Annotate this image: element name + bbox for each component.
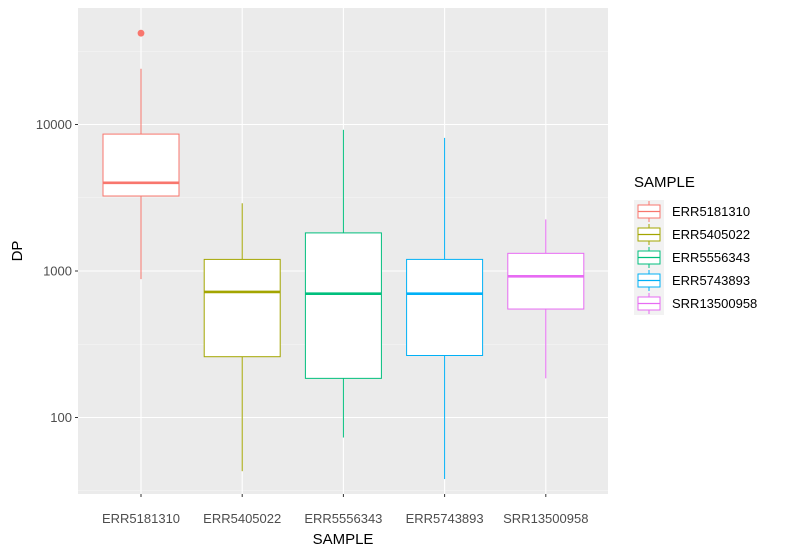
x-tick-label: ERR5743893 <box>406 511 484 526</box>
legend-item-err5405022: ERR5405022 <box>634 223 750 246</box>
x-tick-label: ERR5405022 <box>203 511 281 526</box>
legend-item-err5556343: ERR5556343 <box>634 246 750 269</box>
y-axis-title: DP <box>9 241 26 262</box>
x-tick-label: SRR13500958 <box>503 511 588 526</box>
legend: SAMPLE ERR5181310 ERR5405022 ERR5556343 ERR… <box>634 174 757 315</box>
y-tick-label: 1000 <box>43 264 72 279</box>
outlier-point <box>137 29 145 37</box>
box-iqr <box>304 232 382 379</box>
x-tick-label: ERR5181310 <box>102 511 180 526</box>
box-iqr <box>102 133 180 197</box>
legend-item-err5743893: ERR5743893 <box>634 269 750 292</box>
boxplot-srr13500958 <box>507 219 585 379</box>
y-tick-label: 10000 <box>36 117 72 132</box>
legend-label: ERR5181310 <box>672 204 750 219</box>
legend-label: ERR5556343 <box>672 250 750 265</box>
boxplot-err5405022 <box>203 203 281 472</box>
legend-title: SAMPLE <box>634 174 695 191</box>
legend-label: SRR13500958 <box>672 296 757 311</box>
legend-item-srr13500958: SRR13500958 <box>634 292 757 315</box>
x-axis-ticks: ERR5181310 ERR5405022 ERR5556343 ERR5743893… <box>102 494 588 526</box>
box-iqr <box>406 258 484 356</box>
x-axis-title: SAMPLE <box>313 531 374 548</box>
boxplot-err5743893 <box>406 137 484 480</box>
y-axis-ticks: 100 1000 10000 <box>36 117 78 425</box>
boxplots <box>102 29 585 480</box>
box-iqr <box>507 252 585 310</box>
x-tick-label: ERR5556343 <box>304 511 382 526</box>
y-tick-label: 100 <box>50 410 72 425</box>
box-iqr <box>203 258 281 358</box>
legend-label: ERR5743893 <box>672 273 750 288</box>
boxplot-err5181310 <box>102 29 180 280</box>
legend-label: ERR5405022 <box>672 227 750 242</box>
boxplot-err5556343 <box>304 129 382 438</box>
legend-item-err5181310: ERR5181310 <box>634 200 750 223</box>
